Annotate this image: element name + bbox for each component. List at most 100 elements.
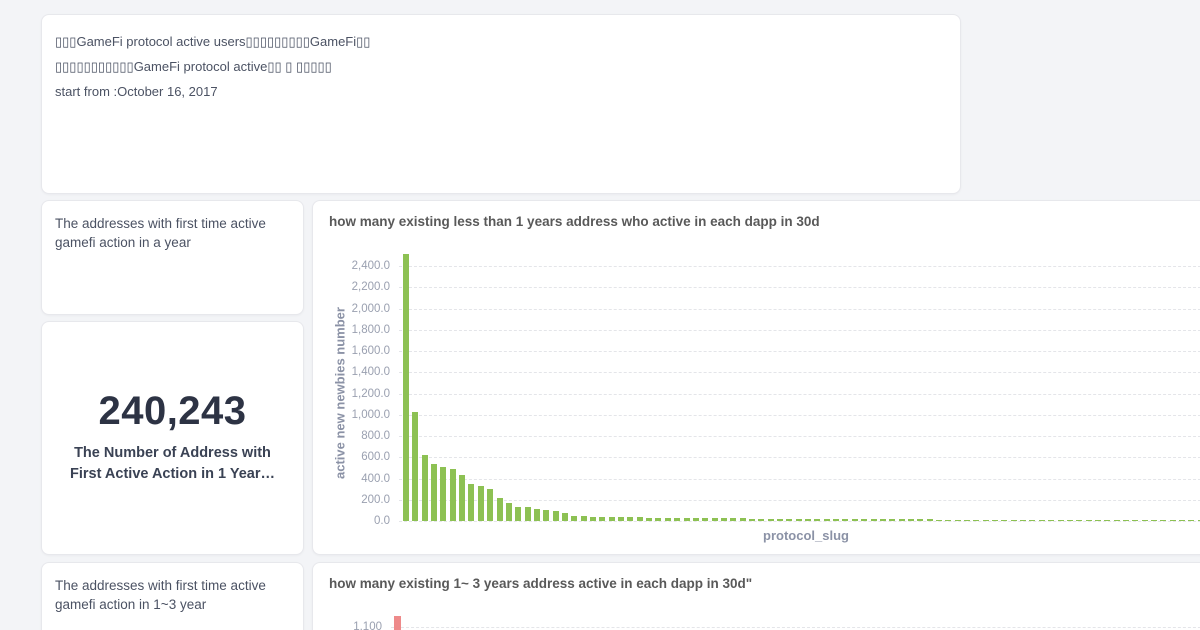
- y-tick-label: 1,100: [353, 621, 382, 630]
- bar: [767, 519, 774, 521]
- bar: [646, 518, 653, 521]
- bar: [823, 519, 830, 521]
- gridline: [399, 308, 1200, 310]
- bar: [1151, 520, 1157, 521]
- counter-label: The Number of Address with First Active …: [70, 444, 275, 482]
- bar: [879, 519, 886, 521]
- bar: [945, 520, 952, 521]
- chart-card-newbies-1y: how many existing less than 1 years addr…: [312, 200, 1200, 555]
- bar: [403, 254, 409, 521]
- bar: [618, 517, 625, 521]
- counter-widget: 240,243 The Number of Address with First…: [41, 321, 304, 555]
- text-widget-label: The addresses with first time active gam…: [55, 216, 266, 250]
- note-text: ▯▯▯GameFi protocol active users▯▯▯▯▯▯▯▯▯…: [42, 15, 960, 99]
- bar: [805, 519, 812, 521]
- bar: [833, 519, 840, 521]
- y-tick-label: 800.0: [361, 430, 390, 442]
- bar: [543, 510, 550, 521]
- bar: [449, 469, 456, 521]
- gridline: [399, 329, 1200, 331]
- y-tick-label: 0.0: [374, 515, 390, 527]
- bar: [786, 519, 793, 521]
- chart-title: how many existing 1~ 3 years address act…: [329, 576, 753, 591]
- y-tick-label: 2,200.0: [351, 281, 390, 294]
- bar: [842, 519, 849, 521]
- bar: [487, 489, 494, 521]
- y-tick-label: 1,200.0: [351, 387, 390, 400]
- gridline: [399, 351, 1200, 352]
- gridline: [399, 287, 1200, 289]
- gridline: [399, 266, 1200, 267]
- bar: [1085, 520, 1092, 521]
- bar: [431, 464, 438, 521]
- bar: [459, 475, 466, 521]
- bar: [1197, 520, 1200, 521]
- bar: [1188, 520, 1195, 521]
- bar: [907, 519, 914, 521]
- gridline: [399, 414, 1200, 416]
- bar: [1057, 520, 1064, 521]
- bar: [1169, 520, 1176, 521]
- bar: [571, 516, 578, 521]
- gridline: [399, 393, 1200, 395]
- bar: [739, 518, 746, 521]
- y-tick-label: 1,400.0: [351, 366, 390, 379]
- bar: [954, 520, 961, 521]
- bar: [655, 518, 662, 521]
- bar: [1113, 520, 1120, 521]
- bar: [552, 511, 559, 521]
- gridline: [391, 627, 1200, 628]
- bar: [1132, 520, 1139, 521]
- bar: [515, 507, 522, 521]
- bar: [1141, 520, 1148, 521]
- bar: [1029, 520, 1036, 521]
- bar: [730, 518, 737, 521]
- note-line-3: start from :October 16, 2017: [55, 84, 218, 99]
- chart-1y-plot: active new newbies number protocol_slug …: [313, 201, 1200, 554]
- bar: [421, 455, 428, 521]
- bar: [702, 518, 709, 521]
- gridline: [399, 457, 1200, 459]
- y-tick-label: 1,000.0: [351, 408, 390, 421]
- bar: [926, 519, 933, 521]
- bar: [1122, 520, 1129, 521]
- bar: [711, 518, 718, 521]
- bar: [1048, 520, 1055, 521]
- bar: [1066, 520, 1073, 521]
- text-widget-first-active-1-3y: The addresses with first time active gam…: [41, 562, 304, 630]
- bar: [394, 616, 401, 630]
- y-tick-label: 600.0: [361, 451, 390, 464]
- bar: [814, 519, 821, 521]
- note-line-1: ▯▯▯GameFi protocol active users▯▯▯▯▯▯▯▯▯…: [55, 34, 371, 49]
- y-tick-label: 2,000.0: [351, 302, 390, 315]
- gridline: [399, 521, 1200, 522]
- bar: [561, 513, 568, 521]
- bar: [1020, 520, 1027, 521]
- bar: [1094, 520, 1101, 521]
- bar: [982, 520, 989, 521]
- note-card: ▯▯▯GameFi protocol active users▯▯▯▯▯▯▯▯▯…: [41, 14, 961, 194]
- gridline: [399, 436, 1200, 437]
- bar: [870, 519, 877, 521]
- bar: [992, 520, 999, 521]
- bar: [468, 484, 475, 521]
- bar: [505, 503, 512, 521]
- y-tick-label: 1,800.0: [351, 323, 390, 336]
- bar: [795, 519, 802, 521]
- bar: [1104, 520, 1111, 521]
- bar: [861, 519, 868, 521]
- bar: [748, 519, 755, 521]
- bar: [412, 412, 419, 521]
- bar: [627, 517, 634, 521]
- bar: [758, 519, 765, 521]
- chart-1-3y-plot: 1,100: [313, 563, 1200, 630]
- text-widget-label: The addresses with first time active gam…: [55, 578, 266, 612]
- note-line-2: ▯▯▯▯▯▯▯▯▯▯▯GameFi protocol active▯▯ ▯ ▯▯…: [55, 59, 332, 74]
- bar: [683, 518, 690, 521]
- gridline: [399, 478, 1200, 480]
- bar: [524, 507, 531, 521]
- counter-value: 240,243: [98, 388, 247, 433]
- y-tick-label: 200.0: [361, 493, 390, 506]
- bar: [664, 518, 671, 521]
